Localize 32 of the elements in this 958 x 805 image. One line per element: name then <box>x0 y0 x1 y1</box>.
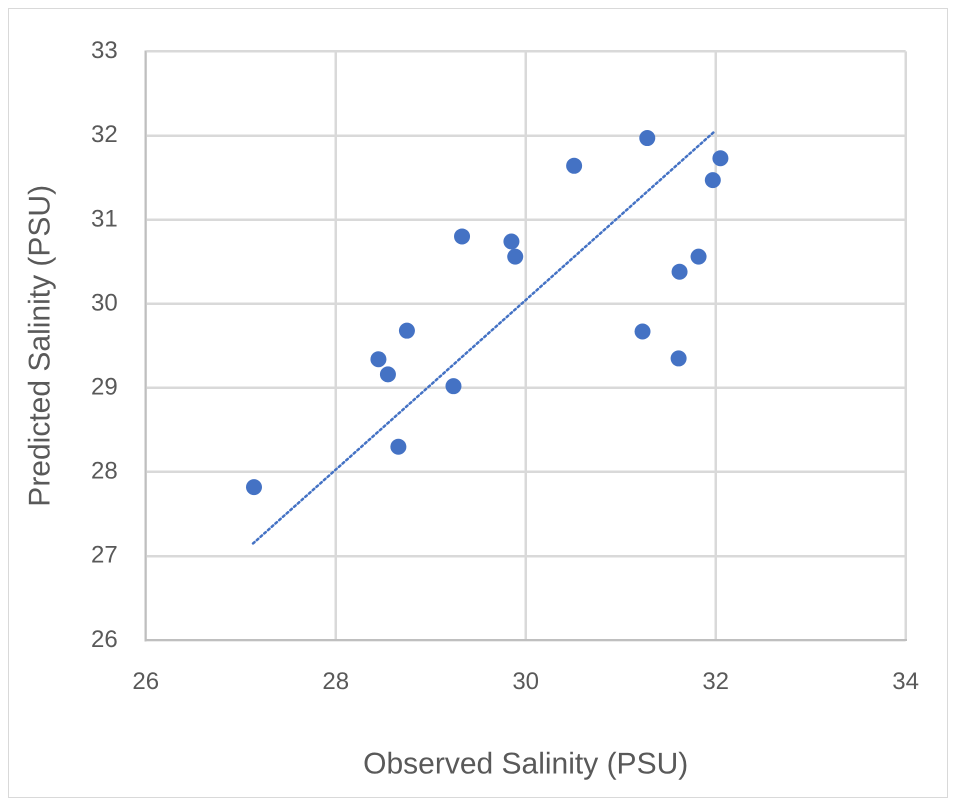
y-tick-label: 31 <box>90 205 118 232</box>
point <box>634 324 651 340</box>
point <box>690 248 707 265</box>
y-tick-label: 28 <box>90 458 118 485</box>
x-tick-label: 32 <box>702 668 730 696</box>
y-axis-title: Predicted Salinity (PSU) <box>23 184 56 507</box>
point <box>445 378 462 394</box>
point <box>566 158 582 174</box>
y-tick-label: 29 <box>90 373 118 400</box>
x-axis-title: Observed Salinity (PSU) <box>363 747 688 780</box>
x-tick-label: 30 <box>512 668 540 696</box>
x-tick-label: 34 <box>892 668 920 696</box>
y-tick-label: 27 <box>90 542 118 569</box>
y-tick-label: 30 <box>90 289 118 316</box>
point <box>704 172 721 188</box>
point <box>398 322 415 339</box>
y-tick-label: 32 <box>90 121 118 148</box>
point <box>503 234 520 250</box>
point <box>390 438 406 455</box>
point <box>712 150 728 166</box>
point <box>246 479 262 496</box>
y-tick-label: 26 <box>90 626 118 653</box>
point <box>507 248 524 265</box>
point <box>639 130 656 146</box>
x-tick-label: 26 <box>132 668 160 696</box>
point <box>370 351 386 368</box>
y-tick-label: 33 <box>90 37 118 64</box>
point <box>454 228 470 244</box>
point <box>672 264 688 280</box>
x-tick-label: 28 <box>322 668 350 696</box>
point <box>670 350 687 366</box>
point <box>380 366 396 382</box>
